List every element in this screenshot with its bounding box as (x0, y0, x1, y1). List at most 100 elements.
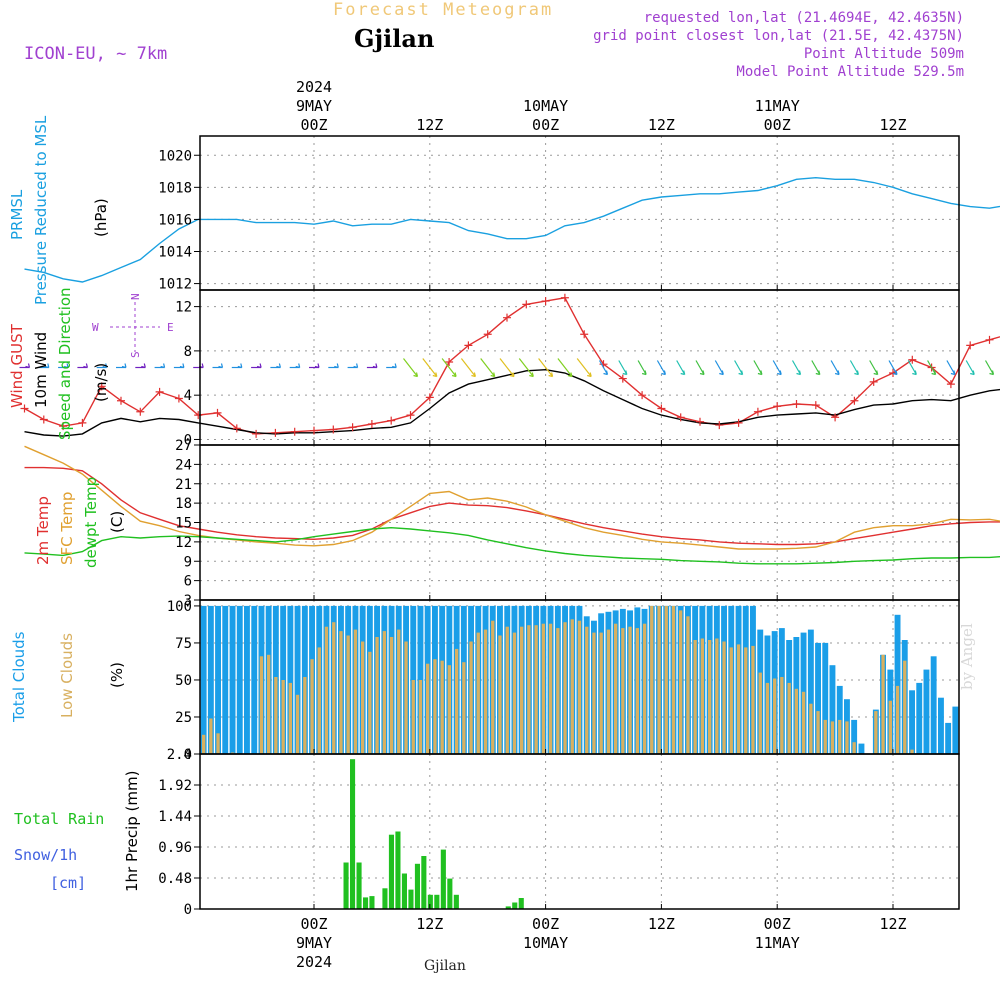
y-tick-label: 1012 (158, 277, 192, 293)
gust-marker (522, 300, 531, 309)
top-date-label: 10MAY (523, 97, 568, 115)
panel-frame-precipitation (199, 753, 960, 910)
gust-marker (348, 423, 357, 432)
gust-marker (174, 394, 183, 403)
wind-direction-arrow (695, 360, 705, 375)
wind-direction-arrowhead (834, 370, 840, 376)
gust-marker (966, 341, 975, 350)
wind-direction-arrowhead (641, 370, 647, 376)
y-tick-label: 25 (175, 710, 192, 726)
low-cloud-bar (281, 680, 285, 754)
wind-direction-arrow (557, 358, 573, 377)
gust-marker (464, 341, 473, 350)
wind-direction-arrowhead (256, 363, 262, 369)
y-tick-label: 0 (184, 432, 192, 448)
precip-bar (382, 888, 388, 909)
gust-marker (213, 408, 222, 417)
gust-marker (657, 404, 666, 413)
gust-marker (676, 413, 685, 422)
low-cloud-bar (729, 647, 733, 754)
gust-marker (117, 396, 125, 405)
gust-marker (773, 402, 782, 411)
precip-axis-label: 1hr Precip (mm) (123, 771, 141, 892)
precip-bar (343, 862, 349, 909)
gust-marker (946, 380, 955, 389)
requested-coords: requested lon,lat (21.4694E, 42.4635N) (643, 10, 964, 26)
wind-direction-arrowhead (160, 363, 166, 369)
wind-direction-arrowhead (451, 372, 457, 378)
grid-point-coords: grid point closest lon,lat (21.5E, 42.43… (593, 28, 964, 44)
top-time-label: 00Z (764, 116, 791, 134)
low-cloud-bar (512, 632, 517, 754)
low-cloud-bar (317, 647, 321, 754)
total-cloud-bar (916, 682, 923, 754)
chart-title: Forecast Meteogram (333, 0, 554, 20)
wind-direction-arrowhead (353, 363, 359, 369)
series-line-10m-wind (24, 368, 1000, 437)
temp-labels: 2m Temp SFC Temp dewpt Temp (C) (34, 477, 126, 568)
wind-10m-label: 10m Wind (32, 332, 50, 408)
gust-marker (618, 374, 627, 383)
gust-marker (367, 419, 376, 428)
wind-direction-arrowhead (102, 363, 108, 369)
total-cloud-bar (410, 605, 417, 754)
model-label: ICON-EU, ~ 7km (24, 44, 168, 64)
low-cloud-bar (852, 742, 856, 754)
wind-direction-arrowhead (509, 372, 515, 378)
low-cloud-bar (570, 619, 574, 755)
wind-dir-label: Speed and Direction (56, 287, 74, 440)
wind-direction-arrowhead (314, 363, 320, 369)
bottom-time-label: 00Z (532, 915, 559, 933)
low-cloud-bar (563, 622, 567, 754)
compass-s: S (129, 351, 142, 358)
low-cloud-bar (874, 711, 878, 754)
cloud-labels: Total Clouds Low Clouds (%) (10, 631, 126, 723)
wind-direction-arrowhead (471, 372, 476, 378)
gust-marker (869, 377, 878, 386)
low-cloud-bar (469, 641, 473, 754)
total-cloud-bar (952, 706, 959, 754)
y-tick-label: 50 (175, 673, 192, 689)
low-cloud-bar (332, 622, 336, 754)
gust-marker (425, 393, 434, 402)
precip-bar (395, 831, 401, 909)
low-cloud-bar (780, 677, 784, 754)
total-cloud-bar (215, 605, 221, 754)
wind-direction-arrowhead (237, 363, 243, 369)
total-cloud-bar (858, 743, 865, 754)
y-tick-label: 3 (184, 593, 192, 609)
wind-direction-arrow (460, 358, 476, 377)
precip-bar (350, 759, 356, 909)
wind-direction-arrow (576, 358, 592, 377)
precip-bar (401, 873, 407, 909)
low-cloud-bar (556, 628, 560, 754)
low-cloud-bar (520, 626, 524, 754)
wind-direction-arrowhead (179, 363, 185, 369)
temp-unit: (C) (108, 511, 126, 533)
footer-location: Gjilan (424, 958, 466, 974)
low-cloud-bar (397, 629, 401, 754)
series-line-2m-temp (24, 466, 1000, 546)
y-tick-label: 2.4 (167, 747, 192, 763)
wind-direction-arrowhead (334, 363, 339, 369)
total-cloud-bar (244, 605, 250, 754)
wind-direction-arrow (772, 360, 782, 375)
gust-marker (541, 297, 550, 306)
low-cloud-bar (368, 651, 372, 754)
total-cloud-bar (294, 605, 301, 754)
top-time-label: 12Z (879, 116, 906, 134)
low-cloud-bar (404, 641, 408, 754)
y-tick-label: 24 (175, 457, 192, 473)
y-tick-label: 9 (184, 554, 192, 570)
wind-direction-arrowhead (548, 372, 554, 378)
wind-direction-arrowhead (989, 370, 995, 376)
pressure-unit: (hPa) (92, 198, 110, 237)
total-cloud-bar (280, 605, 287, 754)
wind-direction-arrowhead (372, 363, 378, 369)
total-cloud-bar (923, 669, 930, 754)
low-cloud-bar (209, 718, 213, 754)
gust-marker (715, 421, 724, 430)
wind-direction-arrow (598, 360, 609, 375)
wind-direction-arrowhead (63, 363, 69, 369)
wind-direction-arrowhead (796, 370, 802, 376)
